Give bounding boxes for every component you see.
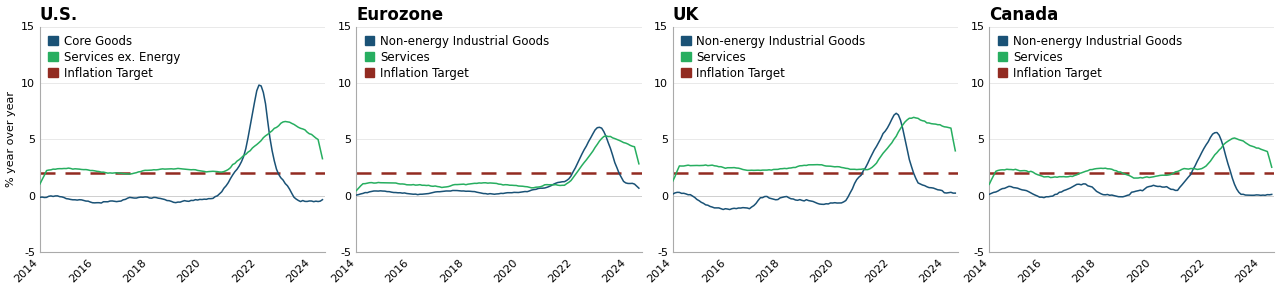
Text: Canada: Canada bbox=[989, 6, 1059, 23]
Text: UK: UK bbox=[673, 6, 699, 23]
Legend: Non-energy Industrial Goods, Services, Inflation Target: Non-energy Industrial Goods, Services, I… bbox=[362, 32, 552, 82]
Y-axis label: % year over year: % year over year bbox=[5, 91, 15, 187]
Text: Eurozone: Eurozone bbox=[356, 6, 443, 23]
Legend: Non-energy Industrial Goods, Services, Inflation Target: Non-energy Industrial Goods, Services, I… bbox=[678, 32, 868, 82]
Text: U.S.: U.S. bbox=[40, 6, 78, 23]
Legend: Non-energy Industrial Goods, Services, Inflation Target: Non-energy Industrial Goods, Services, I… bbox=[995, 32, 1184, 82]
Legend: Core Goods, Services ex. Energy, Inflation Target: Core Goods, Services ex. Energy, Inflati… bbox=[46, 32, 182, 82]
